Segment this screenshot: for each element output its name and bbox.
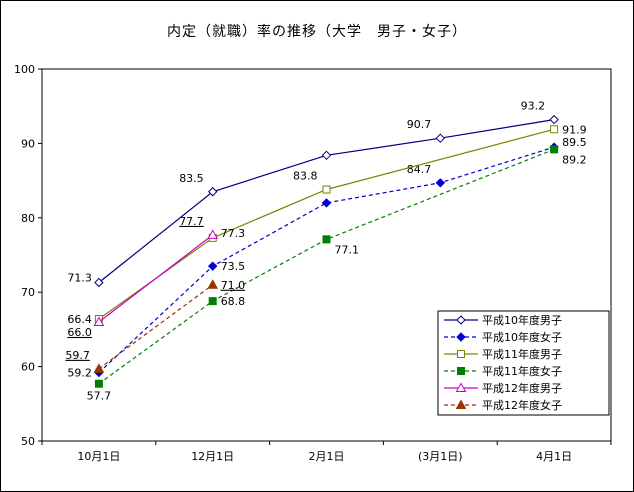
data-label: 83.5	[179, 172, 204, 185]
data-label: 71.3	[67, 272, 92, 285]
diamond-marker	[549, 114, 559, 125]
data-label: 71.0	[221, 279, 246, 292]
square-marker	[322, 185, 331, 194]
data-label: 89.2	[562, 153, 587, 166]
legend-label: 平成10年度女子	[482, 330, 562, 344]
diamond-marker	[321, 198, 332, 208]
data-label: 66.4	[67, 313, 92, 326]
diamond-marker	[435, 178, 446, 188]
data-label: 90.7	[407, 118, 432, 131]
triangle-marker	[93, 363, 105, 373]
diamond-marker	[207, 261, 218, 271]
series-line	[98, 234, 214, 323]
square-marker	[208, 297, 217, 306]
triangle-marker	[93, 316, 105, 326]
data-label: 77.7	[179, 215, 204, 228]
data-label: 59.2	[67, 367, 92, 380]
legend-label: 平成11年度女子	[482, 364, 562, 378]
legend-label: 平成10年度男子	[482, 313, 562, 327]
diamond-marker	[207, 187, 218, 197]
data-label: 89.5	[562, 136, 587, 149]
x-axis-label: 2月1日	[309, 450, 345, 463]
data-label: 66.0	[67, 326, 92, 339]
plot-border	[41, 68, 612, 442]
legend-label: 平成11年度男子	[482, 347, 562, 361]
series-line	[98, 146, 555, 374]
y-axis-label: 50	[21, 435, 35, 448]
data-label: 57.7	[87, 390, 112, 403]
y-axis-label: 60	[21, 361, 35, 374]
triangle-marker	[455, 382, 467, 392]
data-label: 73.5	[221, 260, 246, 273]
y-axis-label: 90	[21, 137, 35, 150]
diamond-marker	[456, 332, 466, 342]
data-label: 83.8	[293, 170, 318, 183]
y-axis-label: 70	[21, 286, 35, 299]
data-label: 91.9	[562, 123, 587, 136]
x-axis-label: 4月1日	[536, 450, 572, 463]
data-label: 77.1	[335, 243, 360, 256]
legend-label: 平成12年度男子	[482, 381, 562, 395]
square-marker	[457, 350, 465, 358]
chart-title: 内定（就職）率の推移（大学 男子・女子）	[167, 24, 467, 40]
triangle-marker	[207, 229, 219, 239]
diamond-marker	[94, 277, 104, 288]
data-label: 59.7	[65, 349, 90, 362]
legend-label: 平成12年度女子	[482, 398, 562, 412]
data-label: 93.2	[521, 100, 546, 113]
square-marker	[550, 145, 559, 154]
x-axis-label: (3月1日)	[418, 450, 463, 463]
series-line	[98, 148, 555, 385]
square-marker	[322, 235, 331, 244]
data-label: 77.3	[221, 227, 246, 240]
x-axis-label: 12月1日	[191, 450, 234, 463]
square-marker	[550, 125, 559, 134]
diamond-marker	[435, 133, 446, 143]
y-axis-label: 100	[14, 63, 35, 76]
triangle-marker	[207, 279, 219, 289]
square-marker	[94, 379, 103, 388]
y-axis-label: 80	[21, 212, 35, 225]
legend-box	[437, 310, 610, 416]
diamond-marker	[321, 150, 332, 161]
x-axis-label: 10月1日	[77, 450, 120, 463]
diamond-marker	[456, 315, 466, 325]
data-label: 68.8	[221, 295, 246, 308]
triangle-marker	[455, 399, 467, 409]
square-marker	[457, 367, 465, 375]
series-line	[98, 284, 214, 370]
